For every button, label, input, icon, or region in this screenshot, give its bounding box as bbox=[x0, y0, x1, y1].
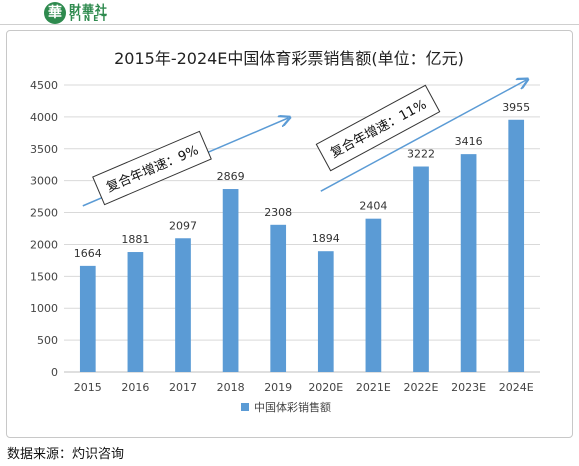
bar bbox=[508, 119, 525, 373]
callout-box bbox=[92, 130, 212, 206]
header: 華 財華社 FINET bbox=[0, 0, 579, 26]
x-tick-label: 2022E bbox=[404, 381, 439, 394]
data-label: 1664 bbox=[74, 247, 102, 260]
data-label: 3222 bbox=[407, 148, 435, 161]
growth-callout: 复合年增速：9% bbox=[92, 130, 212, 206]
bar bbox=[222, 189, 239, 372]
bar bbox=[460, 154, 477, 372]
bar bbox=[365, 218, 382, 372]
y-tick-label: 4000 bbox=[30, 111, 58, 124]
y-tick-label: 2500 bbox=[30, 207, 58, 220]
data-label: 2308 bbox=[264, 206, 292, 219]
y-tick-label: 3000 bbox=[30, 175, 58, 188]
x-tick-label: 2024E bbox=[499, 381, 534, 394]
x-tick-label: 2019 bbox=[264, 381, 292, 394]
bar bbox=[175, 238, 191, 372]
x-tick-label: 2020E bbox=[308, 381, 343, 394]
chart-title: 2015年-2024E中国体育彩票销售额(单位：亿元) bbox=[114, 49, 464, 68]
bar bbox=[127, 252, 144, 372]
bar bbox=[270, 224, 287, 372]
y-tick-label: 3500 bbox=[30, 143, 58, 156]
data-label: 3955 bbox=[502, 101, 530, 114]
x-tick-label: 2021E bbox=[356, 381, 391, 394]
data-label: 2404 bbox=[359, 200, 387, 213]
data-label: 3416 bbox=[455, 135, 483, 148]
chart-frame bbox=[6, 30, 573, 438]
data-label: 1881 bbox=[121, 233, 149, 246]
data-label: 1894 bbox=[312, 232, 340, 245]
bar bbox=[317, 251, 334, 372]
x-tick-label: 2023E bbox=[451, 381, 486, 394]
y-tick-label: 500 bbox=[37, 334, 58, 347]
bar bbox=[413, 166, 429, 372]
header-divider bbox=[0, 24, 579, 25]
x-tick-label: 2017 bbox=[169, 381, 197, 394]
logo-text-en: FINET bbox=[70, 14, 110, 23]
y-tick-label: 1500 bbox=[30, 270, 58, 283]
bar bbox=[79, 265, 96, 372]
x-tick-label: 2015 bbox=[74, 381, 102, 394]
data-label: 2869 bbox=[217, 170, 245, 183]
x-tick-label: 2016 bbox=[121, 381, 149, 394]
y-tick-label: 4500 bbox=[30, 79, 58, 92]
data-label: 2097 bbox=[169, 219, 197, 232]
legend-label: 中国体彩销售额 bbox=[254, 400, 331, 414]
y-tick-label: 1000 bbox=[30, 302, 58, 315]
y-tick-label: 2000 bbox=[30, 238, 58, 251]
y-tick-label: 0 bbox=[51, 366, 58, 379]
callout-box bbox=[315, 84, 441, 172]
logo-text-cn: 財華社 bbox=[69, 3, 109, 17]
x-tick-label: 2018 bbox=[217, 381, 245, 394]
legend-swatch bbox=[241, 403, 249, 411]
growth-arrow bbox=[320, 80, 526, 192]
source-note: 数据来源：灼识咨询 bbox=[7, 447, 125, 462]
finet-logo-icon: 華 bbox=[44, 2, 66, 24]
